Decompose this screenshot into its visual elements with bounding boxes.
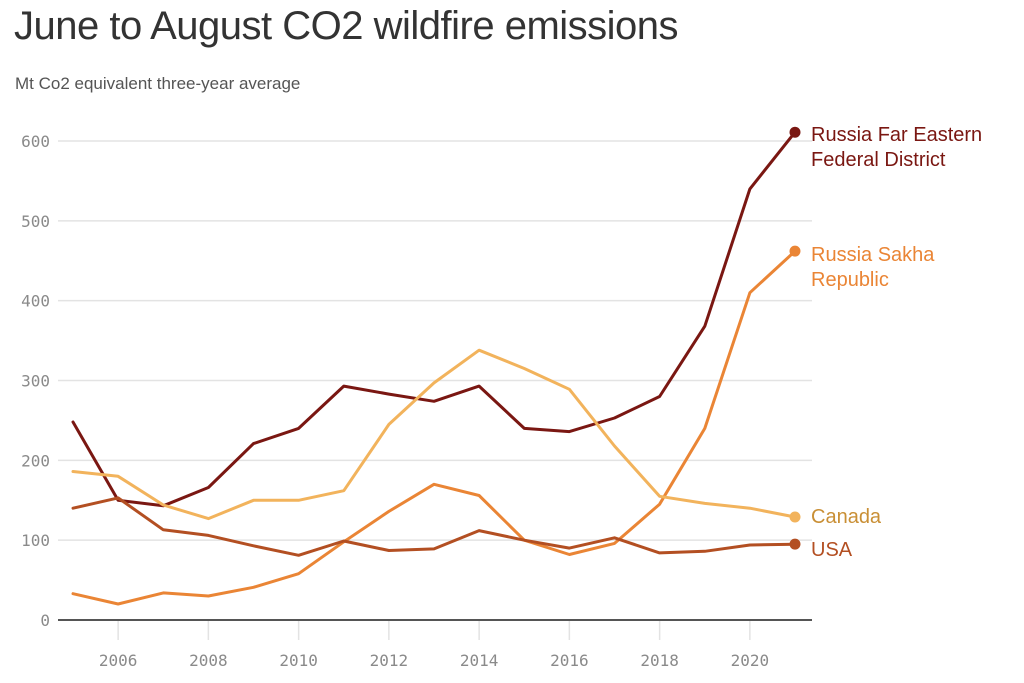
series-label-russia-sakha-republic: Russia Sakha — [811, 244, 935, 266]
x-axis: 2006 2008 2010 2012 2014 2016 2018 2020 — [58, 619, 812, 670]
y-axis: 0 100 200 300 400 500 600 — [21, 132, 50, 630]
series-label-russia-sakha-republic: Republic — [811, 269, 889, 291]
y-tick-label: 100 — [21, 531, 50, 550]
series-end-dot-russia-far-eastern-federal-district — [789, 126, 801, 138]
x-tick-label: 2016 — [550, 651, 589, 670]
series-labels: Russia Far Eastern Federal District Russia… — [811, 124, 982, 561]
y-tick-label: 0 — [40, 611, 50, 630]
chart-subtitle: Mt Co2 equivalent three-year average — [15, 74, 301, 93]
x-tick-label: 2014 — [460, 651, 499, 670]
series-end-dot-canada — [789, 511, 801, 523]
series-line-russia-far-eastern-federal-district — [71, 130, 797, 508]
x-tick-label: 2018 — [640, 651, 679, 670]
x-tick-label: 2010 — [279, 651, 318, 670]
series-line-usa — [71, 496, 797, 557]
x-tick-label: 2008 — [189, 651, 228, 670]
y-tick-label: 600 — [21, 132, 50, 151]
y-tick-label: 500 — [21, 212, 50, 231]
series-line-russia-sakha-republic — [71, 249, 797, 606]
x-tick-label: 2006 — [99, 651, 138, 670]
y-tick-label: 400 — [21, 292, 50, 311]
y-tick-label: 200 — [21, 451, 50, 470]
x-tick-label: 2020 — [731, 651, 770, 670]
series-label-canada: Canada — [811, 506, 882, 528]
series-line-canada — [71, 348, 797, 521]
y-tick-label: 300 — [21, 372, 50, 391]
series-label-russia-far-eastern-federal-district: Russia Far Eastern — [811, 124, 982, 146]
series-label-russia-far-eastern-federal-district: Federal District — [811, 149, 946, 171]
series-end-dot-usa — [789, 538, 801, 550]
chart-title: June to August CO2 wildfire emissions — [14, 4, 679, 48]
gridlines — [58, 140, 812, 541]
x-tick-label: 2012 — [370, 651, 409, 670]
series-end-dot-russia-sakha-republic — [789, 245, 801, 257]
series-label-usa: USA — [811, 539, 853, 561]
series-lines — [71, 126, 801, 606]
